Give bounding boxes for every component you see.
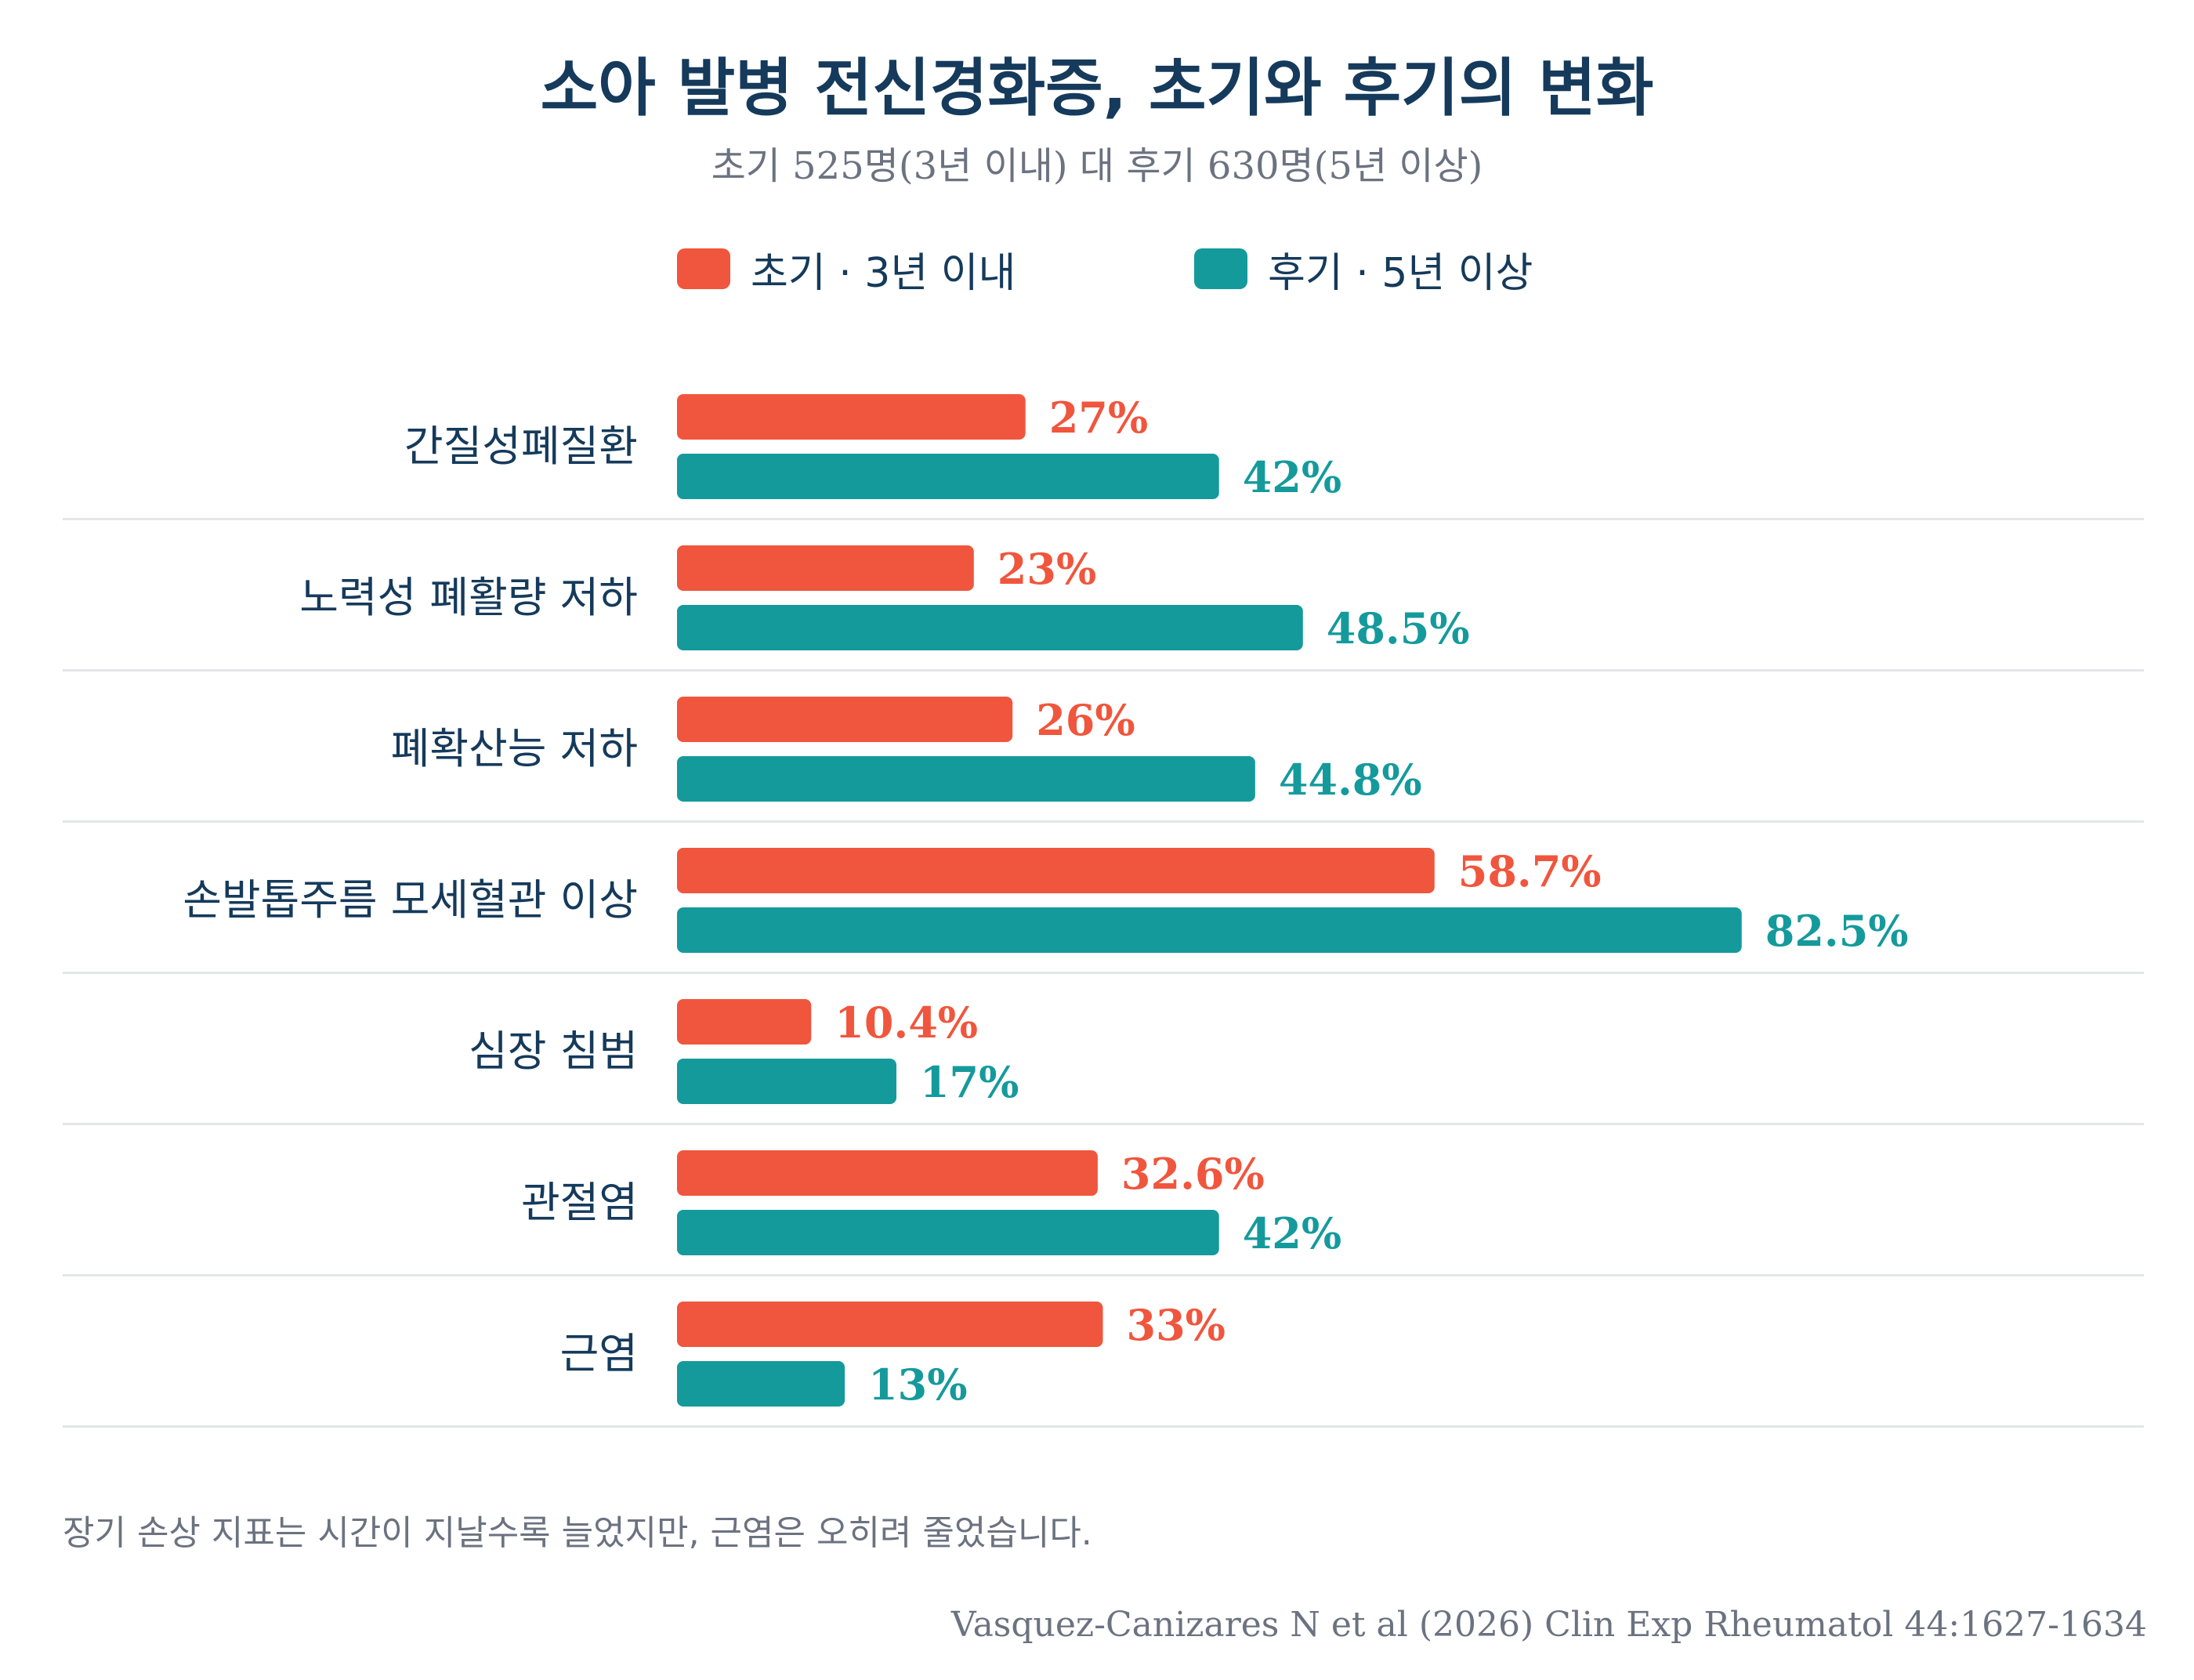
data-label-early: 26% bbox=[1036, 695, 1135, 745]
legend-swatch-late bbox=[1194, 248, 1247, 289]
data-label-early: 32.6% bbox=[1121, 1149, 1265, 1199]
data-label-early: 27% bbox=[1049, 393, 1148, 443]
bar-early bbox=[677, 848, 1435, 893]
legend-label-early: 초기 · 3년 이내 bbox=[751, 249, 1016, 297]
data-label-late: 42% bbox=[1243, 1208, 1341, 1258]
category-label: 간질성폐질환 bbox=[404, 422, 638, 471]
data-label-late: 44.8% bbox=[1279, 755, 1422, 805]
data-label-early: 33% bbox=[1127, 1300, 1226, 1350]
category-label: 손발톱주름 모세혈관 이상 bbox=[183, 875, 638, 925]
bar-early bbox=[677, 697, 1013, 742]
legend-label-late: 후기 · 5년 이상 bbox=[1268, 249, 1533, 297]
category-label: 근염 bbox=[560, 1329, 638, 1378]
data-label-late: 82.5% bbox=[1765, 906, 1909, 956]
data-label-early: 58.7% bbox=[1458, 846, 1602, 896]
bar-late bbox=[677, 1361, 845, 1407]
category-label: 노력성 폐활량 저하 bbox=[299, 573, 638, 622]
bar-late bbox=[677, 1059, 896, 1104]
bar-late bbox=[677, 907, 1742, 953]
bar-late bbox=[677, 756, 1255, 802]
legend-item-early: 초기 · 3년 이내 bbox=[677, 239, 1016, 299]
bar-early bbox=[677, 999, 812, 1045]
data-label-late: 48.5% bbox=[1327, 603, 1470, 654]
source-citation: Vasquez-Canizares N et al (2026) Clin Ex… bbox=[950, 1605, 2147, 1645]
bar-early bbox=[677, 394, 1026, 440]
bar-late bbox=[677, 1210, 1219, 1255]
category-label: 관절염 bbox=[521, 1178, 638, 1227]
footnote: 장기 손상 지표는 시간이 지날수록 늘었지만, 근염은 오히려 줄었습니다. bbox=[63, 1513, 1092, 1553]
data-label-late: 13% bbox=[868, 1360, 967, 1410]
legend-swatch-early bbox=[677, 248, 730, 289]
bar-early bbox=[677, 1150, 1098, 1196]
category-label: 폐확산능 저하 bbox=[391, 724, 638, 773]
bar-late bbox=[677, 605, 1303, 650]
category-label: 심장 침범 bbox=[469, 1026, 638, 1076]
chart-title: 소아 발병 전신경화증, 초기와 후기의 변화 bbox=[540, 52, 1654, 125]
data-label-late: 17% bbox=[920, 1057, 1019, 1107]
bar-early bbox=[677, 545, 974, 591]
data-label-late: 42% bbox=[1243, 452, 1341, 502]
data-label-early: 23% bbox=[997, 544, 1096, 594]
legend-item-late: 후기 · 5년 이상 bbox=[1194, 239, 1533, 299]
bar-early bbox=[677, 1302, 1103, 1347]
bar-late bbox=[677, 454, 1219, 499]
chart-subtitle: 초기 525명(3년 이내) 대 후기 630명(5년 이상) bbox=[711, 144, 1483, 188]
data-label-early: 10.4% bbox=[835, 998, 978, 1048]
